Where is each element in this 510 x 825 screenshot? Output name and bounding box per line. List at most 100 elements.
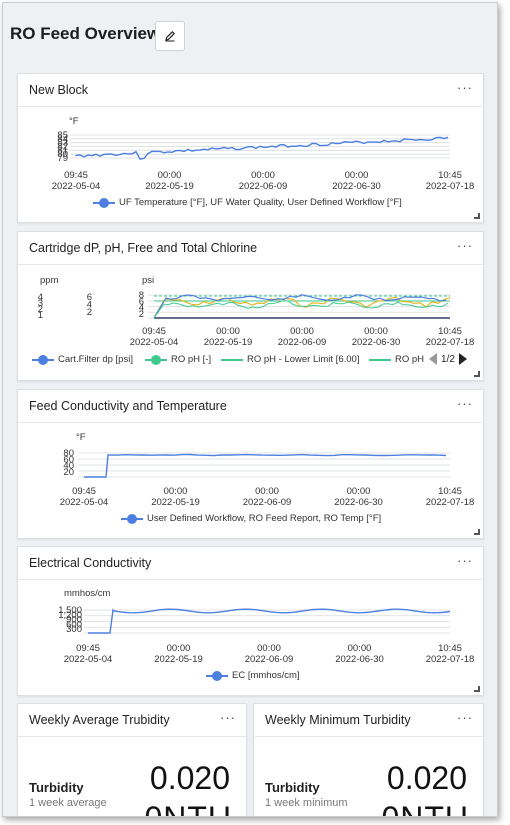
- x-tick-date: 2022-05-19: [151, 497, 200, 508]
- y-tick-label: 80: [63, 448, 74, 459]
- legend-item[interactable]: RO pH - Lower Limit [6.00]: [221, 354, 359, 365]
- panel-weekly-minimum-turbidity: Weekly Minimum Turbidity ··· Turbidity 1…: [253, 703, 484, 816]
- legend-page-indicator: 1/2: [441, 353, 455, 365]
- x-tick-date: 2022-05-19: [154, 654, 203, 665]
- x-tick-time: 00:00: [290, 326, 314, 337]
- x-tick-time: 10:45: [438, 486, 462, 497]
- legend-label: RO pH: [395, 354, 425, 365]
- kpi-value: 0.020: [149, 760, 230, 796]
- legend-item[interactable]: RO pH [-]: [145, 354, 211, 365]
- legend-item[interactable]: EC [mmhos/cm]: [206, 670, 300, 681]
- y-tick-label: 8: [139, 290, 144, 301]
- cartridge-chart: ppm psi4321642864209:452022-05-0400:00202…: [38, 275, 475, 348]
- x-tick-time: 09:45: [142, 326, 166, 337]
- legend-pager: 1/2: [429, 353, 467, 365]
- y-axis-unit: °F: [76, 432, 86, 443]
- resize-handle[interactable]: [474, 529, 480, 535]
- panel-title: Electrical Conductivity: [29, 556, 152, 570]
- x-tick-time: 00:00: [251, 170, 275, 181]
- panel-menu-button[interactable]: ···: [220, 710, 236, 725]
- x-tick-date: 2022-07-18: [426, 337, 475, 348]
- y-tick-label: 1: [38, 310, 43, 321]
- panel-menu-button[interactable]: ···: [457, 238, 473, 253]
- kpi-label: Turbidity: [265, 780, 320, 795]
- legend-label: RO pH [-]: [171, 354, 212, 365]
- legend-label: EC [mmhos/cm]: [232, 670, 300, 681]
- y-tick-label: 3: [38, 298, 43, 309]
- x-tick-date: 2022-06-30: [332, 181, 381, 192]
- y-tick-label: 1,200: [58, 610, 82, 621]
- legend-item[interactable]: User Defined Workflow, RO Feed Report, R…: [121, 513, 381, 524]
- x-tick-date: 2022-06-09: [278, 337, 327, 348]
- legend-marker-icon: [32, 354, 54, 365]
- panel-title: New Block: [29, 83, 89, 97]
- panel-electrical-conductivity: Electrical Conductivity ··· mmhos/cm 1,50…: [17, 546, 484, 696]
- legend-marker-icon: [121, 513, 143, 524]
- edit-button[interactable]: [155, 21, 185, 51]
- x-tick-time: 09:45: [64, 170, 88, 181]
- panel-weekly-average-turbidity: Weekly Average Trubidity ··· Turbidity 1…: [17, 703, 247, 816]
- y-axis-unit: °F: [69, 116, 79, 127]
- panel-header: Weekly Minimum Turbidity ···: [254, 704, 483, 737]
- x-tick-time: 00:00: [347, 486, 371, 497]
- y-tick-label: 1,500: [58, 605, 82, 616]
- x-tick-time: 10:45: [438, 326, 462, 337]
- x-tick-date: 2022-06-30: [334, 497, 383, 508]
- x-tick-time: 10:45: [438, 643, 462, 654]
- y-tick-label: 85: [57, 130, 68, 141]
- panel-new-block: New Block ··· °F 85 84 83 82 81 80 79 09:45 2022-…: [17, 73, 484, 223]
- x-tick-time: 09:45: [76, 643, 100, 654]
- x-tick-date: 2022-07-18: [426, 654, 475, 665]
- dashboard-frame: RO Feed Overview New Block ··· °F 85 84 83 8…: [2, 2, 498, 817]
- kpi-value: 0.020: [386, 760, 467, 796]
- legend-item[interactable]: UF Temperature [°F], UF Water Quality, U…: [93, 197, 402, 208]
- x-tick-time: 00:00: [364, 326, 388, 337]
- resize-handle[interactable]: [474, 686, 480, 692]
- page-title: RO Feed Overview: [10, 24, 161, 43]
- y-tick-label: 4: [139, 303, 144, 314]
- panel-menu-button[interactable]: ···: [457, 396, 473, 411]
- y-tick-label: 2: [87, 307, 92, 318]
- panel-menu-button[interactable]: ···: [457, 553, 473, 568]
- x-tick-time: 00:00: [257, 643, 281, 654]
- y-axis-unit: mmhos/cm: [64, 588, 111, 599]
- panel-header: New Block ···: [18, 74, 483, 107]
- x-tick-date: 2022-07-18: [426, 497, 475, 508]
- pencil-icon: [165, 30, 176, 42]
- x-tick-time: 10:45: [438, 170, 462, 181]
- series-line: [153, 294, 447, 319]
- legend-item[interactable]: Cart.Filter dp [psi]: [32, 354, 133, 365]
- series-line: [88, 608, 451, 634]
- x-tick-time: 00:00: [164, 486, 188, 497]
- legend-next-icon[interactable]: [458, 353, 467, 365]
- panel-title: Cartridge dP, pH, Free and Total Chlorin…: [29, 241, 258, 255]
- y-tick-label: 2: [139, 309, 144, 320]
- panel-menu-button[interactable]: ···: [457, 710, 473, 725]
- panel-menu-button[interactable]: ···: [457, 80, 473, 95]
- resize-handle[interactable]: [474, 371, 480, 377]
- y-axis-unit: ppm: [40, 275, 59, 286]
- legend-label: Cart.Filter dp [psi]: [58, 354, 133, 365]
- panel-title: Weekly Minimum Turbidity: [265, 713, 411, 727]
- panel-cartridge: Cartridge dP, pH, Free and Total Chlorin…: [17, 231, 484, 381]
- y-tick-label: 900: [66, 615, 82, 626]
- x-tick-date: 2022-06-09: [243, 497, 292, 508]
- y-tick-label: 40: [63, 461, 74, 472]
- y-tick-label: 6: [87, 292, 92, 303]
- page-header: RO Feed Overview: [3, 3, 497, 61]
- x-tick-date: 2022-05-04: [130, 337, 179, 348]
- series-line: [84, 453, 447, 478]
- kpi-unit: 0NTU: [381, 800, 469, 816]
- y-tick-label: 300: [66, 624, 82, 635]
- legend-item[interactable]: RO pH: [369, 354, 424, 365]
- legend-prev-icon[interactable]: [429, 353, 437, 365]
- y-tick-label: 2: [38, 304, 43, 315]
- kpi-sublabel: 1 week average: [29, 797, 107, 809]
- y-tick-label: 600: [66, 619, 82, 630]
- x-tick-date: 2022-05-04: [52, 181, 101, 192]
- x-tick-time: 00:00: [216, 326, 240, 337]
- resize-handle[interactable]: [474, 213, 480, 219]
- y-tick-label: 84: [57, 134, 68, 145]
- x-tick-date: 2022-06-30: [335, 654, 384, 665]
- legend-label: User Defined Workflow, RO Feed Report, R…: [147, 513, 382, 524]
